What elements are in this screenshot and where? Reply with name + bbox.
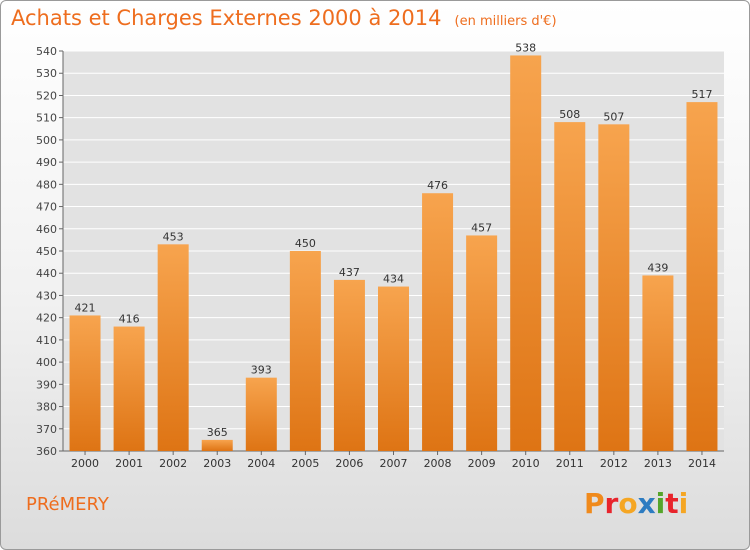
proxiti-logo[interactable]: Proxiti xyxy=(584,487,688,520)
y-tick-label: 360 xyxy=(36,445,57,458)
y-tick-label: 460 xyxy=(36,223,57,236)
y-tick-label: 540 xyxy=(36,45,57,58)
x-tick-label: 2011 xyxy=(556,457,584,470)
y-tick-label: 440 xyxy=(36,267,57,280)
y-tick-label: 480 xyxy=(36,178,57,191)
chart-subtitle: (en milliers d'€) xyxy=(454,14,557,29)
data-label: 453 xyxy=(163,230,184,243)
x-tick-label: 2003 xyxy=(203,457,231,470)
bar xyxy=(554,122,586,451)
x-tick-label: 2012 xyxy=(600,457,628,470)
data-label: 439 xyxy=(647,261,668,274)
y-tick-label: 520 xyxy=(36,89,57,102)
bar xyxy=(245,377,277,451)
x-tick-label: 2006 xyxy=(335,457,363,470)
y-tick-label: 430 xyxy=(36,289,57,302)
bar xyxy=(69,315,101,451)
x-tick-label: 2008 xyxy=(424,457,452,470)
bar xyxy=(466,235,498,451)
data-label: 507 xyxy=(603,110,624,123)
x-tick-label: 2004 xyxy=(247,457,275,470)
data-label: 416 xyxy=(119,313,140,326)
x-tick-label: 2002 xyxy=(159,457,187,470)
y-tick-label: 470 xyxy=(36,201,57,214)
logo-letter: i xyxy=(678,487,689,520)
commune-name: PRéMERY xyxy=(26,494,109,515)
chart-title: Achats et Charges Externes 2000 à 2014 xyxy=(11,6,442,30)
logo-letter: t xyxy=(665,487,679,520)
y-tick-label: 510 xyxy=(36,112,57,125)
x-tick-label: 2007 xyxy=(380,457,408,470)
x-tick-label: 2013 xyxy=(644,457,672,470)
logo-letter: o xyxy=(618,487,638,520)
data-label: 517 xyxy=(691,88,712,101)
data-label: 437 xyxy=(339,266,360,279)
y-tick-label: 530 xyxy=(36,67,57,80)
logo-letter: P xyxy=(584,487,605,520)
data-label: 457 xyxy=(471,221,492,234)
data-label: 508 xyxy=(559,108,580,121)
logo-letter: r xyxy=(604,487,619,520)
y-tick-label: 400 xyxy=(36,356,57,369)
x-tick-label: 2009 xyxy=(468,457,496,470)
data-label: 365 xyxy=(207,426,228,439)
x-tick-label: 2014 xyxy=(688,457,716,470)
bar xyxy=(510,55,542,451)
y-tick-label: 390 xyxy=(36,378,57,391)
x-tick-label: 2001 xyxy=(115,457,143,470)
data-label: 393 xyxy=(251,364,272,377)
data-label: 538 xyxy=(515,41,536,54)
y-tick-label: 500 xyxy=(36,134,57,147)
data-label: 434 xyxy=(383,273,404,286)
bar xyxy=(333,279,365,451)
y-tick-label: 450 xyxy=(36,245,57,258)
bar xyxy=(378,286,409,451)
y-tick-label: 370 xyxy=(36,423,57,436)
x-tick-label: 2010 xyxy=(512,457,540,470)
y-tick-label: 420 xyxy=(36,312,57,325)
bar xyxy=(422,193,454,451)
y-tick-label: 490 xyxy=(36,156,57,169)
bar xyxy=(686,102,718,451)
data-label: 450 xyxy=(295,237,316,250)
y-tick-label: 410 xyxy=(36,334,57,347)
bar xyxy=(157,244,189,451)
bar xyxy=(201,439,233,451)
bar xyxy=(598,124,630,451)
data-label: 421 xyxy=(75,301,96,314)
x-tick-label: 2000 xyxy=(71,457,99,470)
logo-letter: i xyxy=(655,487,666,520)
bar xyxy=(113,326,145,451)
x-tick-label: 2005 xyxy=(291,457,319,470)
bar xyxy=(642,275,674,451)
bar xyxy=(289,251,321,451)
logo-letter: x xyxy=(637,487,656,520)
data-label: 476 xyxy=(427,179,448,192)
chart-title-block: Achats et Charges Externes 2000 à 2014 (… xyxy=(11,6,557,30)
y-tick-label: 380 xyxy=(36,401,57,414)
